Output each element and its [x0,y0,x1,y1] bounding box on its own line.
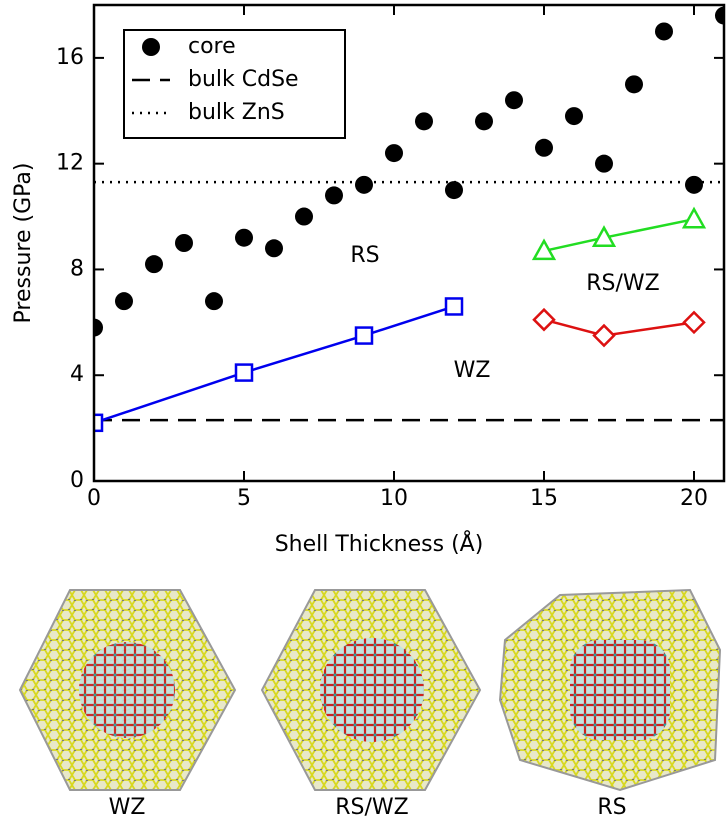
x-tick-label: 5 [237,486,251,511]
point [684,312,704,332]
legend-label: core [188,34,236,59]
wz-core [79,642,175,738]
y-tick-label: 4 [70,362,84,387]
point [356,328,372,344]
rs-core [570,640,670,740]
x-axis-label: Shell Thickness (Å) [275,530,484,557]
y-tick-label: 16 [56,45,84,70]
point [534,310,554,330]
series-line [94,306,454,422]
y-tick-label: 12 [56,151,84,176]
point [505,91,523,109]
page: {"chart_data": { "type": "scatter", "x_l… [0,0,727,829]
point [565,107,583,125]
series-line [544,320,694,336]
y-tick-label: 8 [70,256,84,281]
rswz-core [320,638,424,742]
image-caption: RS/WZ [335,795,409,820]
point [684,209,704,227]
point [594,326,614,346]
point [115,292,133,310]
annotation: RS/WZ [586,271,660,296]
point [446,298,462,314]
point [295,208,313,226]
point [685,176,703,194]
point [595,155,613,173]
point [535,139,553,157]
y-axis-label: Pressure (GPa) [11,163,36,324]
point [475,112,493,130]
annotation: RS [350,243,379,268]
series-line [544,219,694,251]
y-tick-label: 0 [70,468,84,493]
point [445,181,463,199]
point [235,229,253,247]
point [385,144,403,162]
x-tick-label: 0 [87,486,101,511]
figure: WZ RS/WZ RS 0 5 10 15 20 0 4 8 12 16 Shell Thickne… [0,0,727,829]
point [236,365,252,381]
image-caption: RS [597,795,626,820]
legend-swatch [142,38,160,56]
point [325,186,343,204]
point [655,22,673,40]
image-caption: WZ [109,795,146,820]
point [355,176,373,194]
point [205,292,223,310]
point [175,234,193,252]
annotation: WZ [454,358,491,383]
legend-label: bulk ZnS [188,100,285,125]
structure-images: WZ RS/WZ RS [20,590,720,820]
x-tick-label: 15 [530,486,558,511]
x-tick-label: 20 [680,486,708,511]
legend-label: bulk CdSe [188,67,299,92]
legend: core bulk CdSe bulk ZnS [124,30,345,138]
point [145,255,163,273]
point [625,75,643,93]
point [415,112,433,130]
point [265,239,283,257]
x-tick-label: 10 [380,486,408,511]
